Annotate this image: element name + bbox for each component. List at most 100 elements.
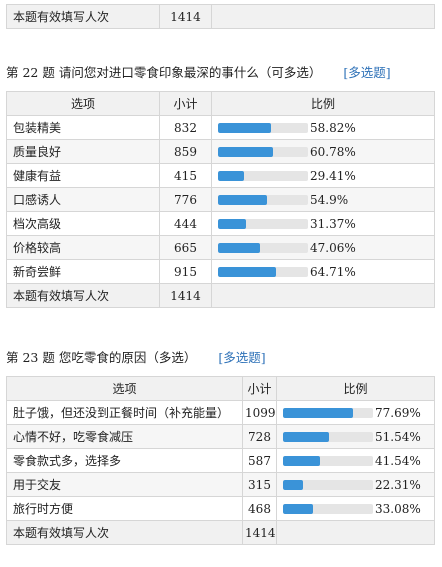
total-row: 本题有效填写人次 1414	[6, 4, 435, 29]
total-row: 本题有效填写人次 1414	[6, 520, 435, 545]
option-ratio: 58.82%	[211, 115, 435, 140]
option-label: 质量良好	[6, 139, 160, 164]
ratio-bar-track	[283, 479, 373, 490]
option-ratio: 64.71%	[211, 259, 435, 284]
total-empty-cell	[276, 520, 435, 545]
ratio-bar-wrap: 29.41%	[218, 169, 428, 183]
option-count: 1099	[242, 400, 277, 425]
option-ratio: 33.08%	[276, 496, 435, 521]
q22-multi-select-tag[interactable]: [多选题]	[343, 65, 391, 80]
total-label: 本题有效填写人次	[6, 4, 160, 29]
ratio-percent: 51.54%	[375, 429, 421, 444]
option-label: 口感诱人	[6, 187, 160, 212]
ratio-bar-track	[218, 218, 308, 229]
option-label: 零食款式多，选择多	[6, 448, 243, 473]
option-ratio: 29.41%	[211, 163, 435, 188]
ratio-bar-wrap: 54.9%	[218, 193, 428, 207]
header-ratio: 比例	[211, 91, 435, 116]
option-ratio: 60.78%	[211, 139, 435, 164]
option-ratio: 41.54%	[276, 448, 435, 473]
total-value: 1414	[159, 283, 212, 308]
table-row: 新奇尝鲜 915 64.71%	[6, 259, 435, 284]
header-option: 选项	[6, 91, 160, 116]
ratio-bar-wrap: 60.78%	[218, 145, 428, 159]
ratio-bar-fill	[283, 407, 353, 418]
ratio-bar-wrap: 64.71%	[218, 265, 428, 279]
ratio-bar-track	[218, 266, 308, 277]
option-label: 健康有益	[6, 163, 160, 188]
table-row: 健康有益 415 29.41%	[6, 163, 435, 188]
ratio-bar-fill	[218, 194, 268, 205]
ratio-bar-fill	[218, 122, 271, 133]
ratio-bar-fill	[218, 218, 247, 229]
ratio-bar-wrap: 77.69%	[283, 406, 428, 420]
table-header-row: 选项 小计 比例	[6, 376, 435, 401]
ratio-bar-track	[283, 431, 373, 442]
q23-results-table: 选项 小计 比例 肚子饿，但还没到正餐时间（补充能量） 1099 77.69% 心情不…	[6, 376, 435, 545]
table-row: 心情不好，吃零食减压 728 51.54%	[6, 424, 435, 449]
ratio-percent: 64.71%	[310, 264, 356, 279]
ratio-bar-fill	[283, 455, 321, 466]
table-row: 档次高级 444 31.37%	[6, 211, 435, 236]
option-label: 档次高级	[6, 211, 160, 236]
option-ratio: 47.06%	[211, 235, 435, 260]
ratio-percent: 60.78%	[310, 144, 356, 159]
option-count: 665	[159, 235, 212, 260]
table-row: 口感诱人 776 54.9%	[6, 187, 435, 212]
option-label: 新奇尝鲜	[6, 259, 160, 284]
ratio-bar-fill	[218, 266, 277, 277]
option-label: 心情不好，吃零食减压	[6, 424, 243, 449]
ratio-bar-track	[283, 503, 373, 514]
ratio-bar-wrap: 41.54%	[283, 454, 428, 468]
option-count: 415	[159, 163, 212, 188]
header-option: 选项	[6, 376, 243, 401]
ratio-bar-track	[218, 170, 308, 181]
ratio-bar-fill	[283, 479, 304, 490]
total-empty-cell	[211, 283, 435, 308]
header-count: 小计	[159, 91, 212, 116]
total-empty-cell	[211, 4, 435, 29]
ratio-percent: 47.06%	[310, 240, 356, 255]
option-count: 915	[159, 259, 212, 284]
option-count: 468	[242, 496, 277, 521]
q23-multi-select-tag[interactable]: [多选题]	[218, 350, 266, 365]
total-row: 本题有效填写人次 1414	[6, 283, 435, 308]
table-row: 零食款式多，选择多 587 41.54%	[6, 448, 435, 473]
table-row: 用于交友 315 22.31%	[6, 472, 435, 497]
option-label: 用于交友	[6, 472, 243, 497]
option-ratio: 77.69%	[276, 400, 435, 425]
q23-title: 第 23 题 您吃零食的原因（多选） [多选题]	[6, 347, 266, 366]
q22-results-table: 选项 小计 比例 包装精美 832 58.82% 质量良好 859 60.78% 健康有益 4…	[6, 91, 435, 308]
ratio-bar-fill	[218, 146, 273, 157]
option-count: 859	[159, 139, 212, 164]
q23-title-text: 第 23 题 您吃零食的原因（多选）	[6, 350, 197, 365]
ratio-bar-track	[283, 407, 373, 418]
option-count: 315	[242, 472, 277, 497]
previous-question-total-table: 本题有效填写人次 1414	[6, 4, 435, 29]
ratio-bar-fill	[218, 170, 245, 181]
ratio-percent: 41.54%	[375, 453, 421, 468]
ratio-bar-wrap: 22.31%	[283, 478, 428, 492]
option-count: 587	[242, 448, 277, 473]
option-ratio: 54.9%	[211, 187, 435, 212]
ratio-bar-wrap: 33.08%	[283, 502, 428, 516]
table-header-row: 选项 小计 比例	[6, 91, 435, 116]
option-label: 肚子饿，但还没到正餐时间（补充能量）	[6, 400, 243, 425]
ratio-bar-wrap: 31.37%	[218, 217, 428, 231]
total-label: 本题有效填写人次	[6, 283, 160, 308]
ratio-bar-track	[218, 146, 308, 157]
ratio-bar-wrap: 58.82%	[218, 121, 428, 135]
option-count: 728	[242, 424, 277, 449]
ratio-percent: 33.08%	[375, 501, 421, 516]
option-ratio: 22.31%	[276, 472, 435, 497]
ratio-percent: 54.9%	[310, 192, 349, 207]
option-label: 价格较高	[6, 235, 160, 260]
ratio-bar-track	[283, 455, 373, 466]
total-value: 1414	[242, 520, 277, 545]
ratio-bar-track	[218, 242, 308, 253]
ratio-bar-fill	[218, 242, 261, 253]
ratio-percent: 58.82%	[310, 120, 356, 135]
ratio-bar-fill	[283, 431, 330, 442]
ratio-percent: 29.41%	[310, 168, 356, 183]
option-ratio: 51.54%	[276, 424, 435, 449]
